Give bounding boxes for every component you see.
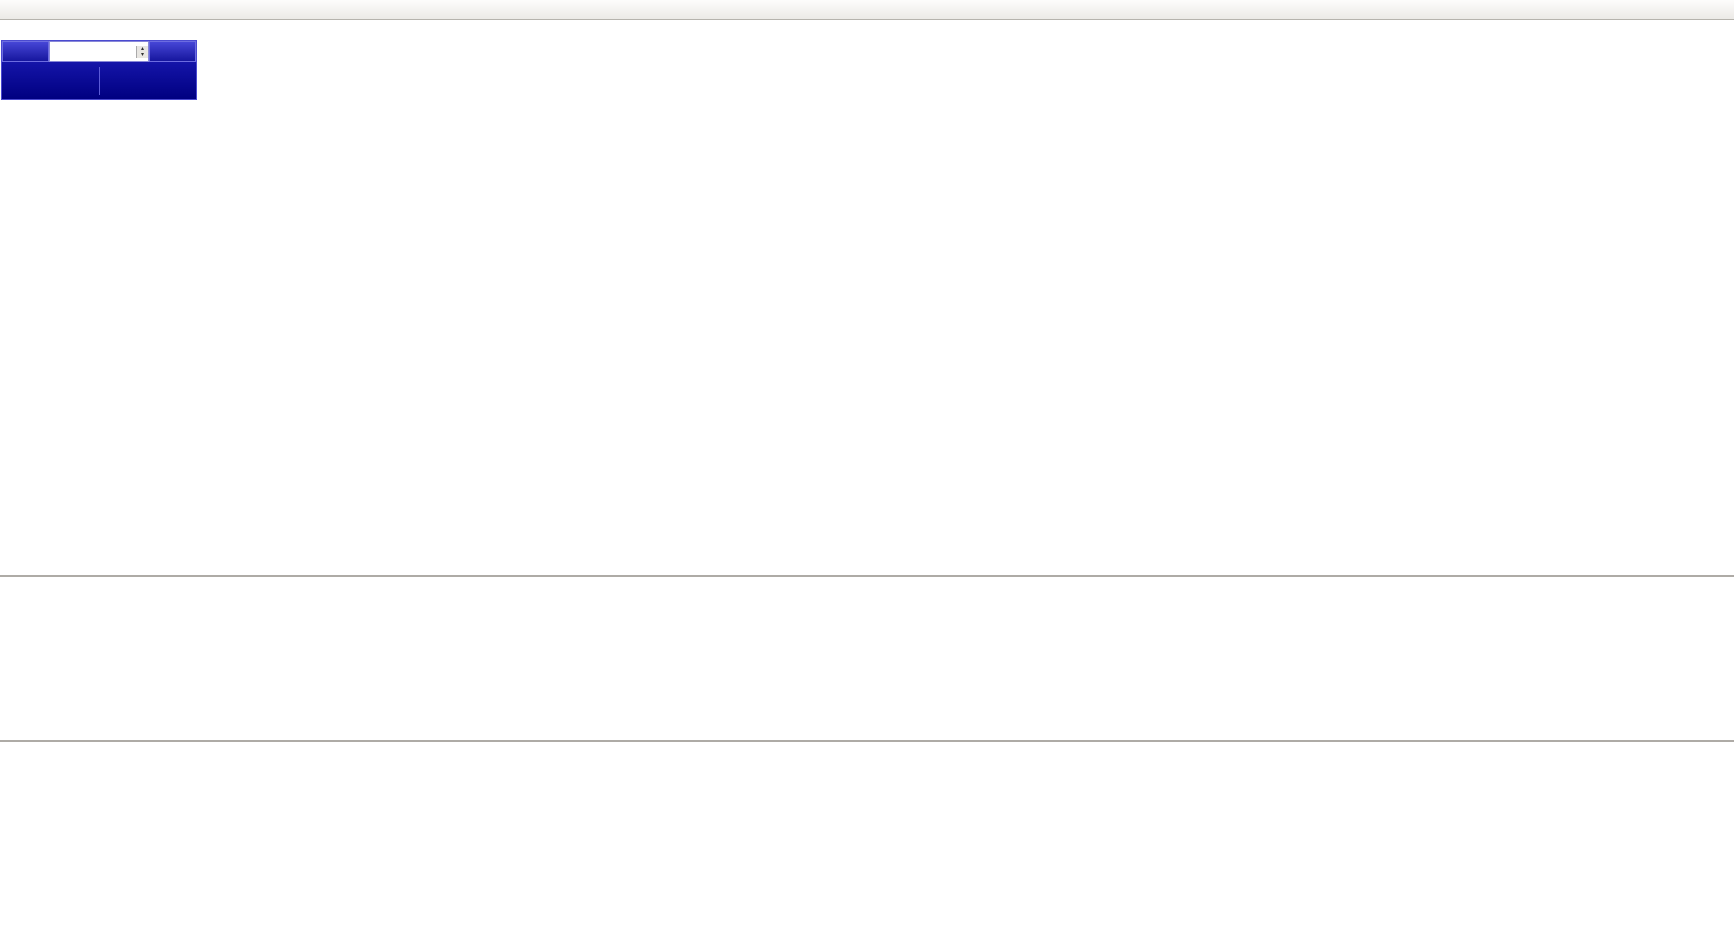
buy-price[interactable] [100,80,197,82]
volume-field[interactable]: ▴ ▾ [49,41,149,62]
main-chart[interactable] [0,20,1734,575]
buy-button[interactable] [149,41,196,62]
rsi-panel [0,742,1734,922]
toolbar [0,0,1734,20]
panel-separator[interactable] [0,575,1734,577]
sell-price[interactable] [2,80,99,82]
panel-separator[interactable] [0,740,1734,742]
volume-decrease-button[interactable]: ▾ [137,51,148,58]
price-divider [98,66,100,95]
macd-panel [0,577,1734,740]
volume-increase-button[interactable]: ▴ [137,45,148,52]
one-click-trading-panel: ▴ ▾ [1,40,197,100]
time-axis [0,922,1734,947]
sell-button[interactable] [2,41,49,62]
